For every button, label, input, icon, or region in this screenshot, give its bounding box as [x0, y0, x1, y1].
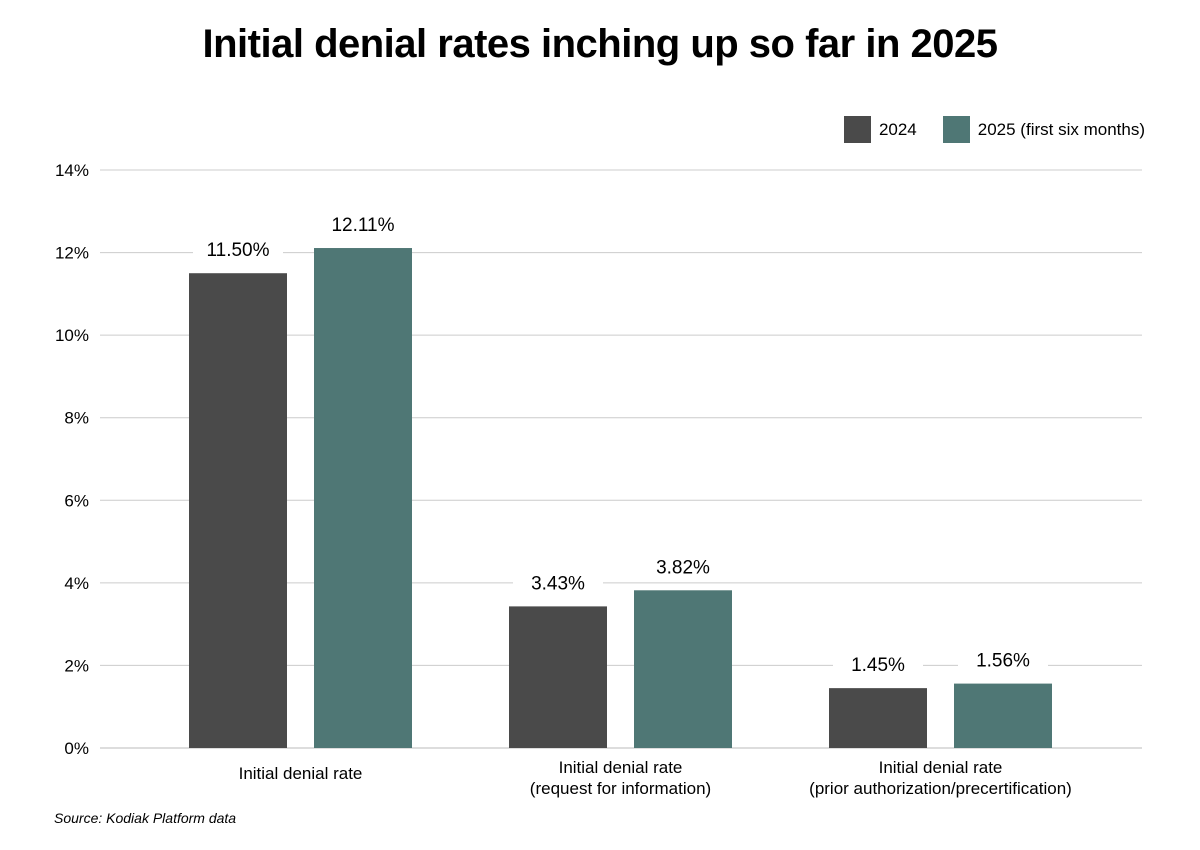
y-tick-label: 4%: [64, 574, 89, 593]
legend-item-2025: 2025 (first six months): [942, 116, 1145, 143]
category-label: Initial denial rate: [879, 758, 1003, 777]
y-tick-label: 10%: [55, 326, 89, 345]
bar-2024: [189, 273, 287, 748]
category-label: (prior authorization/precertification): [809, 779, 1072, 798]
value-label-background: [833, 648, 923, 679]
bar-2025: [314, 248, 412, 748]
value-label-background: [513, 566, 603, 597]
y-tick-label: 6%: [64, 491, 89, 510]
value-label: 11.50%: [206, 240, 269, 261]
value-label: 3.82%: [656, 557, 710, 578]
legend-label-2025: 2025 (first six months): [977, 119, 1145, 139]
value-label: 1.56%: [976, 651, 1030, 672]
y-tick-label: 0%: [64, 739, 89, 758]
value-label: 12.11%: [331, 215, 394, 236]
legend: 2024 2025 (first six months): [818, 116, 1145, 143]
bar-2024: [509, 606, 607, 748]
source-note: Source: Kodiak Platform data: [54, 810, 237, 826]
value-label: 3.43%: [531, 573, 585, 594]
value-label-background: [958, 643, 1048, 674]
category-label: Initial denial rate: [239, 764, 363, 783]
value-label-background: [638, 550, 728, 581]
legend-item-2024: 2024: [843, 116, 917, 143]
legend-swatch-2024: [843, 116, 871, 143]
category-label: (request for information): [530, 779, 711, 798]
legend-label-2024: 2024: [878, 119, 917, 139]
y-tick-label: 2%: [64, 656, 89, 675]
chart-title: Initial denial rates inching up so far i…: [202, 22, 999, 66]
y-tick-label: 12%: [55, 244, 89, 263]
y-tick-label: 14%: [55, 161, 89, 180]
value-label-background: [318, 208, 408, 239]
category-label: Initial denial rate: [559, 758, 683, 777]
y-tick-label: 8%: [64, 409, 89, 428]
bar-2024: [829, 688, 927, 748]
bar-2025: [634, 590, 732, 748]
value-label-background: [193, 233, 283, 264]
value-label: 1.45%: [851, 655, 905, 676]
legend-swatch-2025: [942, 116, 970, 143]
bar-2025: [954, 683, 1052, 748]
